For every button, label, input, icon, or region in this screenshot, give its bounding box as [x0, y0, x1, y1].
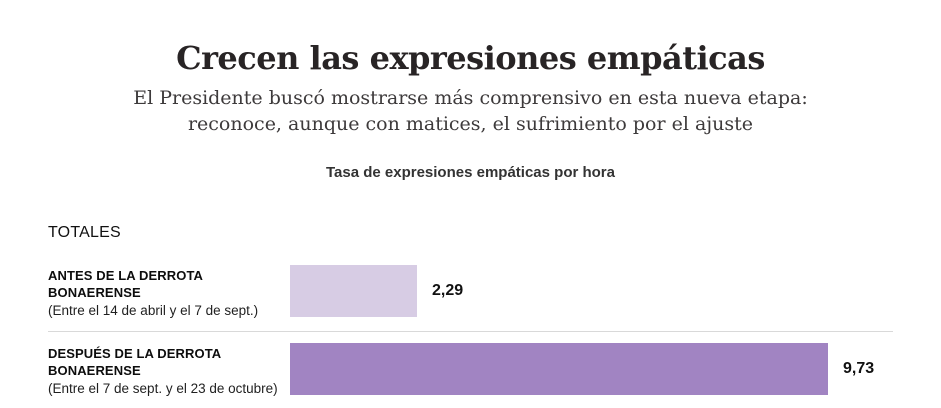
bar-chart: TOTALES ANTES DE LA DERROTA BONAERENSE (…: [48, 224, 893, 397]
header: Crecen las expresiones empáticas El Pres…: [0, 0, 941, 181]
chart-title: Tasa de expresiones empáticas por hora: [325, 164, 615, 181]
bar-value-label: 9,73: [843, 360, 875, 377]
category-label-line2: BONAERENSE: [48, 363, 141, 378]
category-label-line1: ANTES DE LA DERROTA: [48, 268, 204, 283]
bar-value-label: 2,29: [432, 282, 464, 299]
bar-before: [290, 265, 417, 317]
bar-row-before: ANTES DE LA DERROTA BONAERENSE (Entre el…: [48, 265, 893, 319]
bar-area: 9,73: [290, 343, 874, 395]
row-divider: [48, 331, 893, 332]
category-label-line1: DESPUÉS DE LA DERROTA: [48, 346, 222, 361]
bar-row-after: DESPUÉS DE LA DERROTA BONAERENSE (Entre …: [48, 343, 893, 397]
page-title: Crecen las expresiones empáticas: [176, 39, 765, 77]
category-label-line2: BONAERENSE: [48, 285, 141, 300]
category-date-range: (Entre el 14 de abril y el 7 de sept.): [48, 303, 259, 318]
subtitle-line-2: reconoce, aunque con matices, el sufrimi…: [187, 113, 754, 135]
section-label-totales: TOTALES: [48, 224, 121, 241]
bar-after: [290, 343, 828, 395]
page-subtitle: El Presidente buscó mostrarse más compre…: [0, 85, 941, 137]
bar-row-label: ANTES DE LA DERROTA BONAERENSE (Entre el…: [48, 265, 290, 319]
bar-row-label: DESPUÉS DE LA DERROTA BONAERENSE (Entre …: [48, 343, 290, 397]
category-date-range: (Entre el 7 de sept. y el 23 de octubre): [48, 381, 278, 396]
subtitle-line-1: El Presidente buscó mostrarse más compre…: [133, 87, 808, 109]
bar-area: 2,29: [290, 265, 463, 317]
